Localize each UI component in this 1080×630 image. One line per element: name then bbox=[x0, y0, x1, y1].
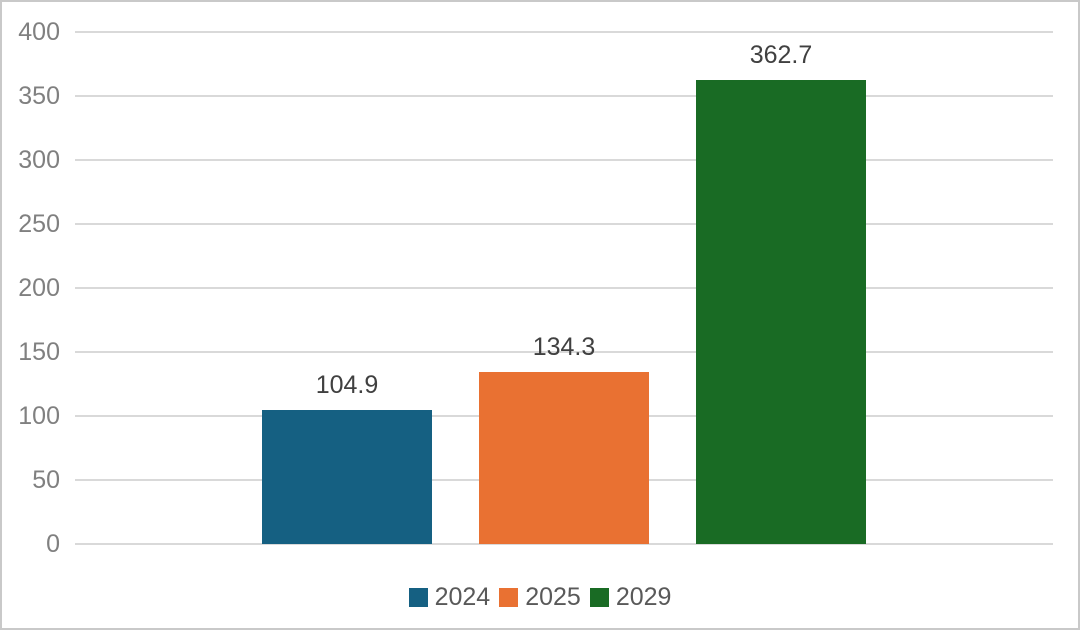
y-axis: 0 50 100 150 200 250 300 350 400 bbox=[2, 19, 60, 557]
bar-value-label-2024: 104.9 bbox=[315, 371, 379, 399]
gridline bbox=[75, 287, 1053, 289]
bar-value-label-2029: 362.7 bbox=[749, 41, 813, 69]
plot-area: 104.9 134.3 362.7 bbox=[75, 31, 1053, 545]
legend-swatch-2024 bbox=[408, 588, 428, 607]
y-axis-tick-label: 150 bbox=[18, 338, 60, 366]
legend-label-2024: 2024 bbox=[434, 583, 491, 611]
gridline bbox=[75, 159, 1053, 161]
bar-2025 bbox=[479, 372, 649, 544]
y-axis-tick-label: 300 bbox=[18, 146, 60, 174]
gridline bbox=[75, 543, 1053, 545]
bar-column-2024: 104.9 bbox=[262, 32, 432, 544]
legend-label-2025: 2025 bbox=[525, 583, 581, 611]
bar-column-2029: 362.7 bbox=[696, 32, 866, 544]
y-axis-tick-label: 100 bbox=[18, 402, 60, 430]
legend-item-2025: 2025 bbox=[499, 585, 581, 610]
gridline bbox=[75, 31, 1053, 33]
bars-row: 104.9 134.3 362.7 bbox=[75, 32, 1053, 544]
legend: 2024 2025 2029 bbox=[2, 585, 1078, 610]
y-axis-tick-label: 350 bbox=[18, 82, 60, 110]
y-axis-tick-label: 200 bbox=[18, 274, 60, 302]
bar-value-label-2025: 134.3 bbox=[532, 333, 596, 361]
bar-2024 bbox=[262, 410, 432, 544]
legend-label-2029: 2029 bbox=[615, 583, 672, 611]
legend-item-2024: 2024 bbox=[408, 583, 491, 611]
legend-swatch-2029 bbox=[589, 588, 609, 607]
legend-swatch-2025 bbox=[499, 588, 519, 607]
gridline bbox=[75, 95, 1053, 97]
bar-column-2025: 134.3 bbox=[479, 32, 649, 544]
gridline bbox=[75, 351, 1053, 353]
bar-2029 bbox=[696, 80, 866, 544]
y-axis-tick-label: 250 bbox=[18, 210, 60, 238]
legend-item-2029: 2029 bbox=[589, 583, 672, 611]
y-axis-tick-label: 50 bbox=[32, 466, 60, 494]
y-axis-tick-label: 400 bbox=[18, 18, 60, 46]
y-axis-tick-label: 0 bbox=[46, 530, 60, 558]
gridline bbox=[75, 223, 1053, 225]
